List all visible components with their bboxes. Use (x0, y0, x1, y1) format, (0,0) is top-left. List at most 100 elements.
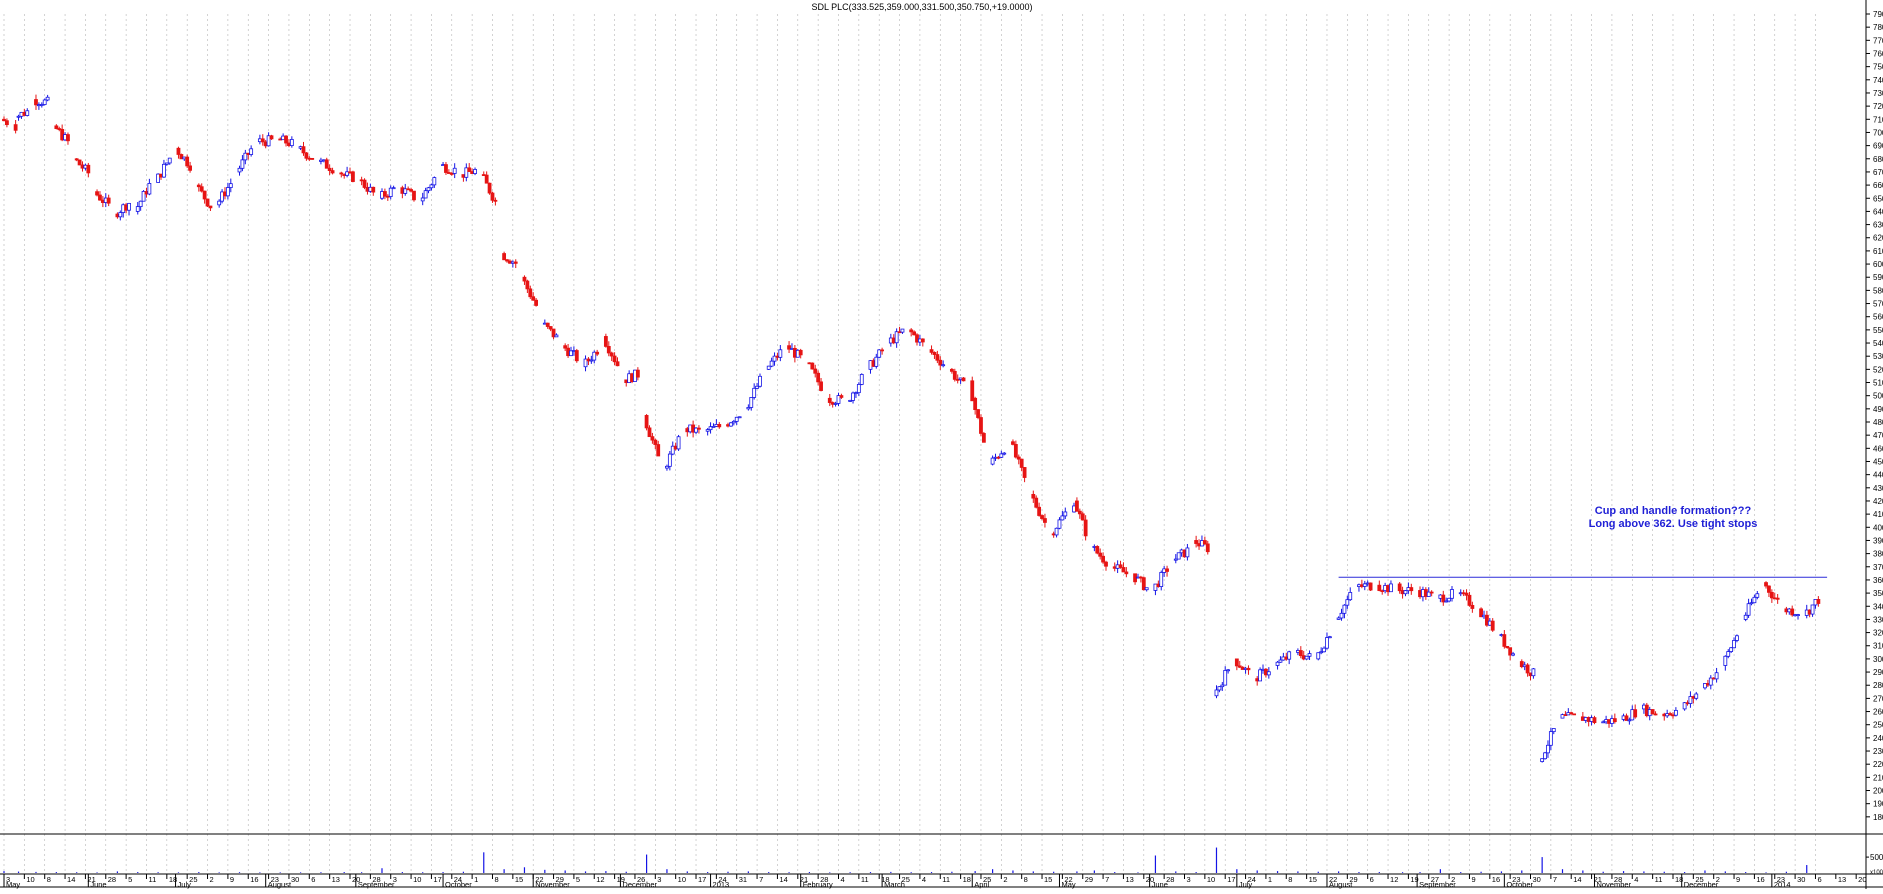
candle-body (1217, 686, 1222, 691)
candle-body (976, 409, 980, 418)
candle-body (900, 328, 905, 333)
candle-body (1220, 684, 1225, 688)
candle-body (938, 359, 943, 366)
candle-body (606, 346, 611, 354)
x-tick-label: 26 (637, 875, 645, 884)
candle-body (1040, 515, 1044, 519)
candle-body (164, 162, 169, 165)
candle-body (1601, 721, 1606, 724)
candle-body (13, 124, 18, 131)
y-tick-label: 380 (1873, 550, 1883, 559)
month-label: May (6, 880, 20, 889)
candle-body (999, 453, 1004, 458)
candle-body (310, 157, 315, 160)
y-tick-label: 770 (1873, 36, 1883, 45)
candle-body (77, 159, 82, 166)
candle-body (1447, 597, 1451, 602)
candle-body (1511, 653, 1515, 656)
y-tick-label: 780 (1873, 23, 1883, 32)
candle-body (45, 96, 50, 101)
candle-body (729, 422, 733, 427)
candle-body (1502, 634, 1507, 647)
candle-body (787, 345, 791, 350)
y-tick-label: 540 (1873, 339, 1883, 348)
x-tick-label: 22 (1329, 875, 1337, 884)
candle-body (2, 118, 6, 122)
candle-body (362, 179, 367, 188)
y-tick-label: 720 (1873, 102, 1883, 111)
y-tick-label: 520 (1873, 365, 1883, 374)
candle-body (1101, 555, 1105, 563)
candle-body (1185, 547, 1190, 558)
candle-body (220, 191, 224, 202)
candle-body (1752, 596, 1757, 604)
x-tick-label: 25 (1695, 875, 1703, 884)
candle-body (1403, 590, 1408, 595)
x-tick-label: 17 (1227, 875, 1235, 884)
candle-body (138, 200, 143, 208)
x-tick-label: 8 (47, 875, 51, 884)
candle-body (1624, 715, 1629, 721)
candle-body (979, 417, 983, 434)
candle-body (1011, 441, 1015, 445)
candle-body (534, 299, 538, 306)
y-tick-label: 200 (1873, 787, 1883, 796)
candle-body (1345, 599, 1350, 606)
candle-body (746, 407, 751, 410)
x-tick-label: 14 (1573, 875, 1581, 884)
candle-body (1019, 458, 1024, 468)
candle-body (1031, 493, 1036, 499)
x-tick-label: 1 (474, 875, 478, 884)
candle-body (1194, 540, 1199, 544)
x-tick-label: 2 (1716, 875, 1720, 884)
candle-body (1043, 518, 1047, 523)
candle-body (423, 190, 428, 199)
candle-body (25, 110, 30, 116)
candle-body (98, 194, 102, 201)
candle-body (1505, 645, 1510, 649)
candle-body (444, 164, 448, 173)
month-label: August (1329, 880, 1353, 889)
month-label: July (178, 880, 192, 889)
x-tick-label: 10 (413, 875, 421, 884)
candle-body (1810, 604, 1815, 615)
candle-body (551, 328, 556, 338)
candle-body (1339, 612, 1344, 619)
candle-body (202, 190, 207, 200)
candle-body (813, 368, 818, 374)
candle-body (339, 172, 344, 175)
candle-body (1176, 552, 1181, 560)
candle-body (467, 167, 472, 172)
candle-body (1546, 744, 1550, 754)
candle-body (1767, 585, 1771, 593)
candle-body (16, 115, 21, 118)
candle-body (1612, 718, 1617, 723)
y-tick-label: 670 (1873, 168, 1883, 177)
candle-body (1790, 608, 1795, 616)
y-tick-label: 340 (1873, 602, 1883, 611)
candle-body (301, 146, 306, 154)
x-tick-label: 6 (1370, 875, 1374, 884)
x-tick-label: 23 (271, 875, 279, 884)
x-tick-label: 9 (1471, 875, 1475, 884)
y-tick-label: 600 (1873, 260, 1883, 269)
x-tick-label: 21 (1594, 875, 1602, 884)
candle-body (383, 191, 387, 197)
candle-body (554, 334, 559, 338)
candle-body (449, 173, 454, 175)
y-tick-label: 620 (1873, 234, 1883, 243)
candle-body (644, 415, 649, 429)
candle-body (1237, 665, 1242, 668)
candle-body (176, 147, 181, 155)
candle-body (446, 172, 451, 174)
x-tick-label: 10 (1207, 875, 1215, 884)
x-tick-label: 3 (393, 875, 397, 884)
x-tick-label: 17 (433, 875, 441, 884)
candle-body (95, 191, 99, 196)
candle-body (371, 186, 376, 193)
month-label: June (1152, 880, 1168, 889)
candle-body (758, 375, 762, 387)
candle-body (1444, 600, 1449, 603)
candle-body (1083, 519, 1088, 537)
x-tick-label: 29 (556, 875, 564, 884)
